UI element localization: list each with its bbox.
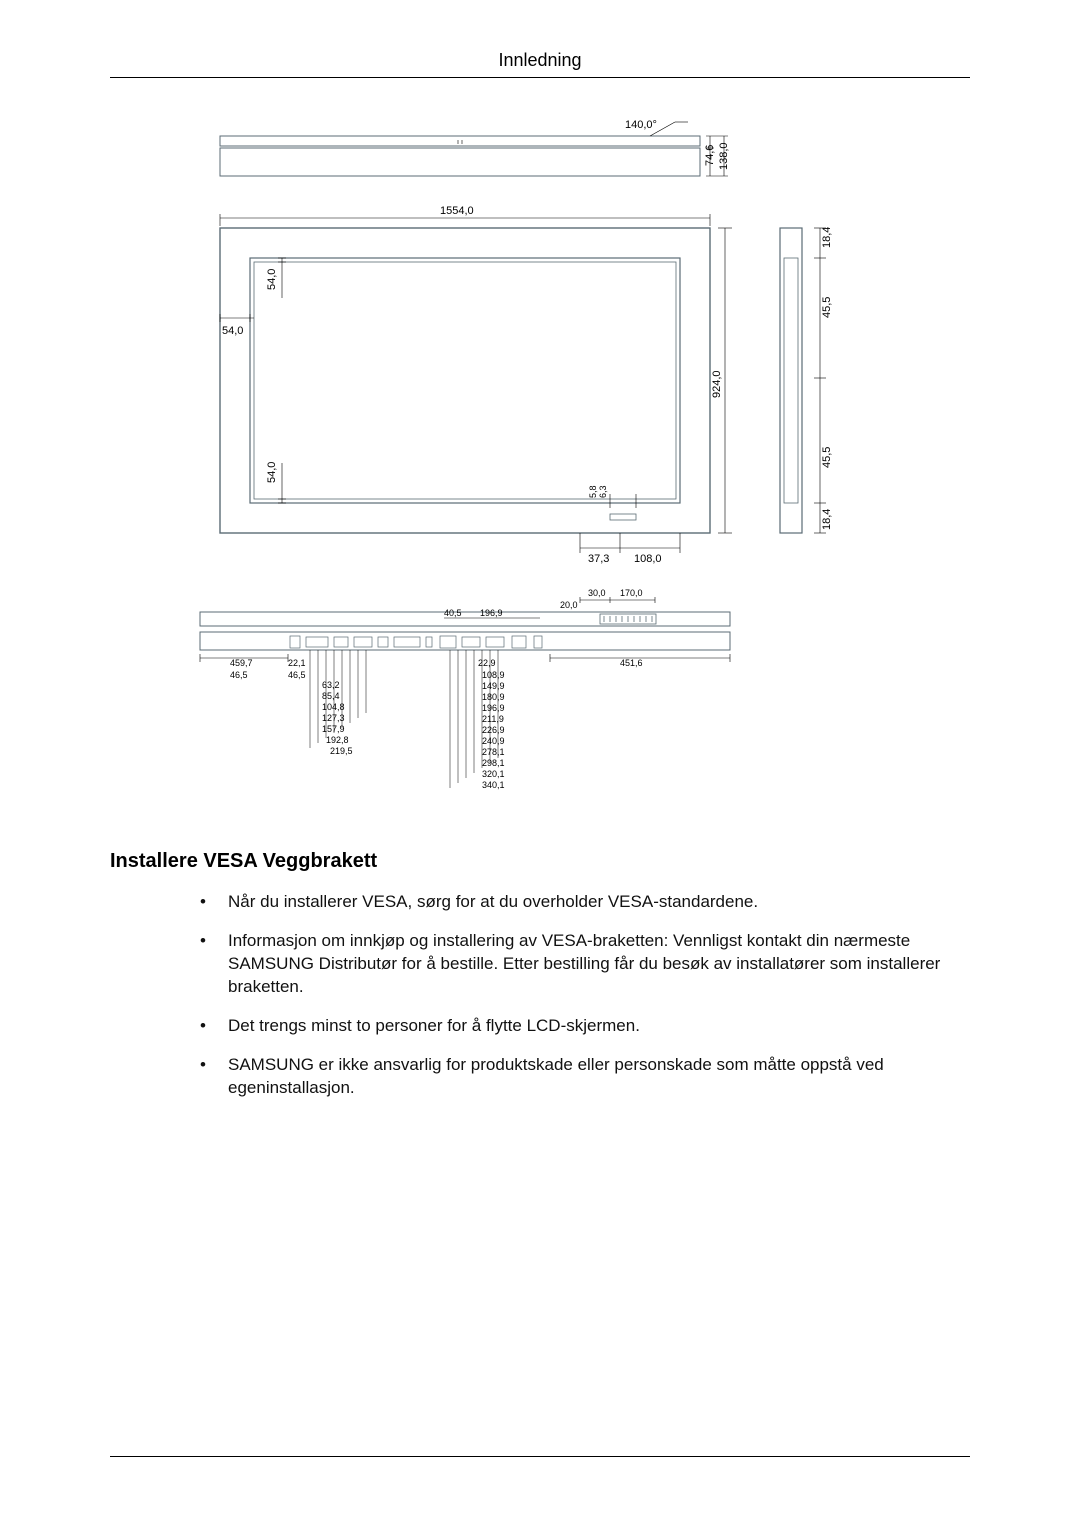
bullet-item: Det trengs minst to personer for å flytt…	[200, 1015, 970, 1038]
svg-text:298,1: 298,1	[482, 758, 505, 768]
svg-text:211,9: 211,9	[482, 714, 504, 724]
technical-diagram: 140,0° 74,6 138,0 1554,0	[110, 108, 970, 828]
bullet-item: SAMSUNG er ikke ansvarlig for produktska…	[200, 1054, 970, 1100]
dim-bv-tc: 20,0	[560, 600, 578, 610]
svg-text:219,5: 219,5	[330, 746, 353, 756]
dim-bv-ta: 30,0	[588, 588, 606, 598]
dim-front-bo: 37,3	[588, 553, 609, 565]
side-view: 18,4 45,5 45,5 18,4	[780, 227, 833, 533]
dim-side-0: 18,4	[821, 227, 833, 248]
dim-side-2: 45,5	[821, 447, 833, 468]
front-view: 1554,0 54,0 54,0 54,0	[220, 205, 732, 565]
dim-top-r1: 138,0	[718, 142, 730, 170]
header-rule	[110, 77, 970, 78]
dim-bv-up0: 40,5	[444, 608, 462, 618]
dim-bv-lp1: 46,5	[230, 670, 248, 680]
right-stack: 108,9 149,9 180,9 196,9 211,9 226,9 240,…	[482, 670, 505, 790]
bullet-list: Når du installerer VESA, sørg for at du …	[200, 891, 970, 1100]
svg-text:127,3: 127,3	[322, 713, 345, 723]
svg-text:192,8: 192,8	[326, 735, 349, 745]
svg-text:340,1: 340,1	[482, 780, 505, 790]
bullet-item: Informasjon om innkjøp og installering a…	[200, 930, 970, 999]
dim-front-bs: 108,0	[634, 553, 662, 565]
svg-text:85,4: 85,4	[322, 691, 340, 701]
dim-front-bezel-b: 54,0	[266, 462, 278, 483]
dim-slot-0: 5,8	[588, 485, 598, 498]
dim-top-angle: 140,0°	[625, 119, 657, 131]
dim-top-r0: 74,6	[704, 145, 716, 166]
top-view: 140,0° 74,6 138,0	[220, 119, 730, 176]
svg-text:240,9: 240,9	[482, 736, 505, 746]
dim-bv-lp0: 459,7	[230, 658, 253, 668]
dim-bv-rs: 451,6	[620, 658, 643, 668]
footer-rule	[110, 1456, 970, 1457]
page-header-title: Innledning	[110, 50, 970, 77]
dim-bv-rct: 22,9	[478, 658, 496, 668]
svg-text:63,2: 63,2	[322, 680, 340, 690]
svg-text:157,9: 157,9	[322, 724, 345, 734]
svg-text:104,8: 104,8	[322, 702, 345, 712]
dim-front-width: 1554,0	[440, 205, 474, 217]
left-stack: 63,2 85,4 104,8 127,3 157,9 192,8 219,5	[322, 680, 353, 756]
dim-bv-tb: 170,0	[620, 588, 643, 598]
page: Innledning 140,0°	[0, 0, 1080, 1527]
section-heading: Installere VESA Veggbrakett	[110, 850, 970, 873]
svg-text:108,9: 108,9	[482, 670, 505, 680]
dim-slot-1: 6,3	[598, 485, 608, 498]
dim-front-height: 924,0	[711, 370, 723, 398]
svg-text:180,9: 180,9	[482, 692, 505, 702]
svg-text:226,9: 226,9	[482, 725, 505, 735]
svg-text:196,9: 196,9	[482, 703, 505, 713]
dim-bv-lc0: 22,1	[288, 658, 306, 668]
svg-text:320,1: 320,1	[482, 769, 505, 779]
svg-text:149,9: 149,9	[482, 681, 505, 691]
dim-side-1: 45,5	[821, 297, 833, 318]
dim-bv-lc1: 46,5	[288, 670, 306, 680]
dim-bv-up1: 196,9	[480, 608, 503, 618]
dim-front-bezel-t: 54,0	[266, 269, 278, 290]
dim-side-3: 18,4	[821, 509, 833, 530]
bullet-item: Når du installerer VESA, sørg for at du …	[200, 891, 970, 914]
svg-text:278,1: 278,1	[482, 747, 505, 757]
dim-front-bezel-l: 54,0	[222, 325, 243, 337]
dimension-drawing-svg: 140,0° 74,6 138,0 1554,0	[180, 108, 900, 828]
bottom-view: 30,0 170,0 20,0	[200, 588, 730, 790]
